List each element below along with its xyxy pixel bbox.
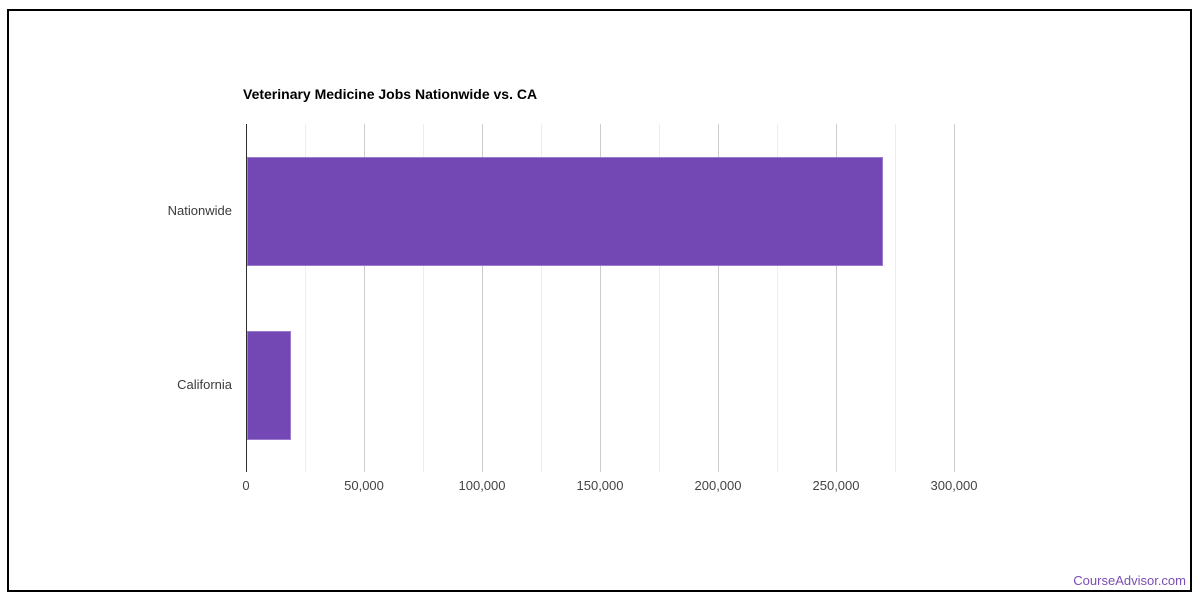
category-label: Nationwide xyxy=(167,203,232,218)
x-tick-label: 150,000 xyxy=(576,478,624,493)
x-tick-label: 300,000 xyxy=(930,478,978,493)
x-tick-label: 200,000 xyxy=(694,478,742,493)
major-gridline xyxy=(718,124,719,472)
bar-nationwide xyxy=(247,156,884,266)
minor-gridline xyxy=(659,124,660,472)
major-gridline xyxy=(364,124,365,472)
x-axis-baseline xyxy=(246,124,247,472)
major-gridline xyxy=(954,124,955,472)
major-gridline xyxy=(482,124,483,472)
minor-gridline xyxy=(423,124,424,472)
chart-frame xyxy=(7,9,1192,592)
major-gridline xyxy=(600,124,601,472)
course-advisor-link[interactable]: CourseAdvisor.com xyxy=(1073,573,1186,588)
x-tick-label: 50,000 xyxy=(344,478,384,493)
x-tick-label: 100,000 xyxy=(458,478,506,493)
chart-title: Veterinary Medicine Jobs Nationwide vs. … xyxy=(243,86,538,102)
minor-gridline xyxy=(895,124,896,472)
x-tick-label: 250,000 xyxy=(812,478,860,493)
minor-gridline xyxy=(777,124,778,472)
plot-area xyxy=(246,124,1012,472)
bar-california xyxy=(247,330,291,440)
minor-gridline xyxy=(541,124,542,472)
minor-gridline xyxy=(305,124,306,472)
major-gridline xyxy=(836,124,837,472)
x-tick-label: 0 xyxy=(242,478,250,493)
category-label: California xyxy=(177,377,232,392)
